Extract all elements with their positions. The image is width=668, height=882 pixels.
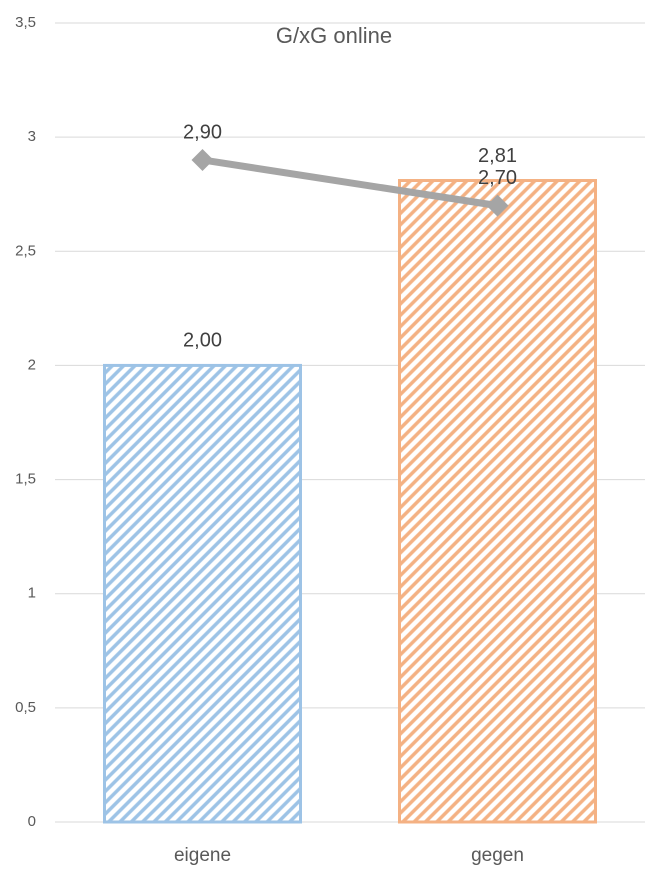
x-tick-label: gegen	[471, 845, 524, 866]
y-tick-label: 3,5	[15, 14, 36, 31]
data-label: 2,81	[478, 145, 517, 167]
chart-title: G/xG online	[276, 23, 392, 48]
y-tick-label: 3	[28, 128, 36, 145]
y-tick-label: 2,5	[15, 242, 36, 259]
line	[199, 156, 501, 210]
data-label: 2,70	[478, 167, 517, 189]
y-tick-label: 0	[28, 813, 36, 830]
x-tick-label: eigene	[174, 845, 231, 866]
y-tick-label: 2	[28, 356, 36, 373]
y-tick-label: 0,5	[15, 699, 36, 716]
marker	[486, 194, 509, 217]
bar	[398, 179, 597, 824]
marker	[191, 148, 214, 171]
y-tick-label: 1	[28, 585, 36, 602]
data-label: 2,90	[183, 121, 222, 143]
data-label: 2,00	[183, 330, 222, 352]
bar	[103, 363, 302, 824]
y-tick-label: 1,5	[15, 471, 36, 488]
